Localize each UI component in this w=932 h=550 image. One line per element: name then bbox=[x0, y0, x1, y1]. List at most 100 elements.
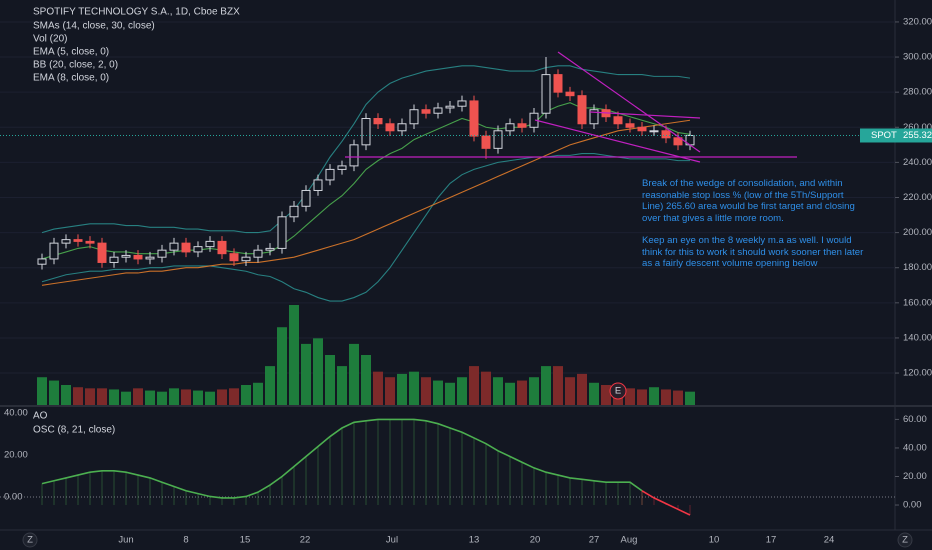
indicator-legend: BB (20, close, 2, 0) bbox=[33, 60, 118, 71]
osc-line bbox=[641, 490, 691, 516]
volume-bar bbox=[493, 377, 503, 405]
volume-bar bbox=[229, 388, 239, 405]
volume-bar bbox=[133, 388, 143, 405]
y-tick-label: 120.00 bbox=[903, 368, 932, 379]
y-tick-label: 240.00 bbox=[903, 157, 932, 168]
candle-body bbox=[109, 256, 119, 263]
volume-bar bbox=[49, 380, 59, 405]
y-tick-label: 200.00 bbox=[903, 227, 932, 238]
pane-title: AO bbox=[33, 411, 48, 422]
y-tick-label: 280.00 bbox=[903, 87, 932, 98]
candle-body bbox=[373, 117, 383, 125]
indicator-line bbox=[41, 153, 690, 302]
candle-body bbox=[85, 240, 95, 244]
x-tick-label: 22 bbox=[300, 535, 311, 546]
volume-bar bbox=[409, 371, 419, 405]
volume-bar bbox=[433, 380, 443, 405]
candle-body bbox=[145, 256, 155, 260]
candle-body bbox=[157, 249, 167, 258]
x-tick-label: Aug bbox=[621, 535, 638, 546]
candle-body bbox=[577, 95, 587, 125]
candle-body bbox=[385, 123, 395, 132]
candle-body bbox=[505, 123, 515, 132]
volume-bar bbox=[289, 305, 299, 405]
x-tick-label: 17 bbox=[766, 535, 777, 546]
candle-body bbox=[229, 253, 239, 262]
zoom-label[interactable]: Z bbox=[27, 535, 33, 546]
annotation-box: Break of the wedge of consolidation, and… bbox=[642, 178, 864, 268]
candle-body bbox=[517, 123, 527, 128]
zoom-label[interactable]: Z bbox=[902, 535, 908, 546]
y-tick-label: 180.00 bbox=[903, 262, 932, 273]
candle-body bbox=[397, 123, 407, 132]
y-tick-label: 220.00 bbox=[903, 192, 932, 203]
wedge-line bbox=[589, 111, 701, 119]
candle-body bbox=[49, 242, 59, 260]
volume-bar bbox=[565, 377, 575, 405]
volume-bar bbox=[265, 366, 275, 405]
volume-bar bbox=[145, 390, 155, 405]
candle-body bbox=[457, 100, 467, 107]
volume-bar bbox=[505, 382, 515, 405]
y-tick-label: 320.00 bbox=[903, 16, 932, 27]
candle-body bbox=[613, 116, 623, 125]
last-price-label: 255.32 bbox=[903, 130, 932, 141]
volume-bar bbox=[241, 385, 251, 405]
wedge-line bbox=[557, 51, 701, 153]
volume-bar bbox=[97, 388, 107, 405]
candle-body bbox=[625, 123, 635, 128]
volume-bar bbox=[373, 371, 383, 405]
candle-body bbox=[445, 105, 455, 109]
volume-bar bbox=[313, 338, 323, 405]
x-tick-label: 8 bbox=[183, 535, 188, 546]
x-tick-label: 10 bbox=[709, 535, 720, 546]
annotation: Break of the wedge of consolidation, and… bbox=[642, 178, 855, 224]
candle-body bbox=[205, 240, 215, 248]
volume-bar bbox=[649, 387, 659, 405]
candle-body bbox=[289, 205, 299, 218]
candle-body bbox=[469, 100, 479, 137]
y-tick-label: 60.00 bbox=[903, 414, 927, 425]
y-tick-label: 260.00 bbox=[903, 122, 932, 133]
volume-bar bbox=[337, 366, 347, 405]
candle-body bbox=[325, 168, 335, 181]
volume-bar bbox=[469, 366, 479, 405]
y2-tick-label: 0.00 bbox=[4, 492, 23, 503]
volume-bar bbox=[277, 327, 287, 405]
wedge-line bbox=[534, 119, 701, 163]
annotation: Keep an eye on the 8 weekly m.a as well.… bbox=[642, 235, 864, 268]
candle-body bbox=[553, 74, 563, 93]
volume-bar bbox=[673, 390, 683, 405]
zoom-button[interactable] bbox=[22, 532, 38, 548]
candle-body bbox=[73, 239, 83, 242]
y-tick-label: 140.00 bbox=[903, 332, 932, 343]
candle-body bbox=[133, 254, 143, 260]
candle-body bbox=[337, 165, 347, 170]
candle-body bbox=[541, 74, 551, 114]
candle-body bbox=[589, 109, 599, 125]
x-tick-label: 20 bbox=[530, 535, 541, 546]
candle-body bbox=[433, 107, 443, 114]
candle-body bbox=[97, 242, 107, 263]
indicator-line bbox=[41, 119, 691, 286]
volume-bar bbox=[481, 371, 491, 405]
zoom-button[interactable] bbox=[897, 532, 913, 548]
candle-body bbox=[493, 130, 503, 149]
volume-bar bbox=[457, 377, 467, 405]
candle-body bbox=[169, 242, 179, 251]
volume-bar bbox=[637, 389, 647, 405]
x-tick-label: 27 bbox=[589, 535, 600, 546]
volume-bar bbox=[253, 382, 263, 405]
x-tick-label: 13 bbox=[469, 535, 480, 546]
earnings-label: E bbox=[615, 386, 621, 397]
candle-body bbox=[481, 135, 491, 149]
volume-bar bbox=[61, 385, 71, 405]
candle-body bbox=[277, 216, 287, 249]
candle-body bbox=[637, 126, 647, 132]
candle-body bbox=[349, 144, 359, 167]
volume-bar bbox=[181, 389, 191, 405]
chart-title: SPOTIFY TECHNOLOGY S.A., 1D, Cboe BZX bbox=[33, 7, 240, 18]
volume-bar bbox=[157, 391, 167, 405]
volume-bar bbox=[601, 385, 611, 405]
volume-bar bbox=[529, 377, 539, 405]
